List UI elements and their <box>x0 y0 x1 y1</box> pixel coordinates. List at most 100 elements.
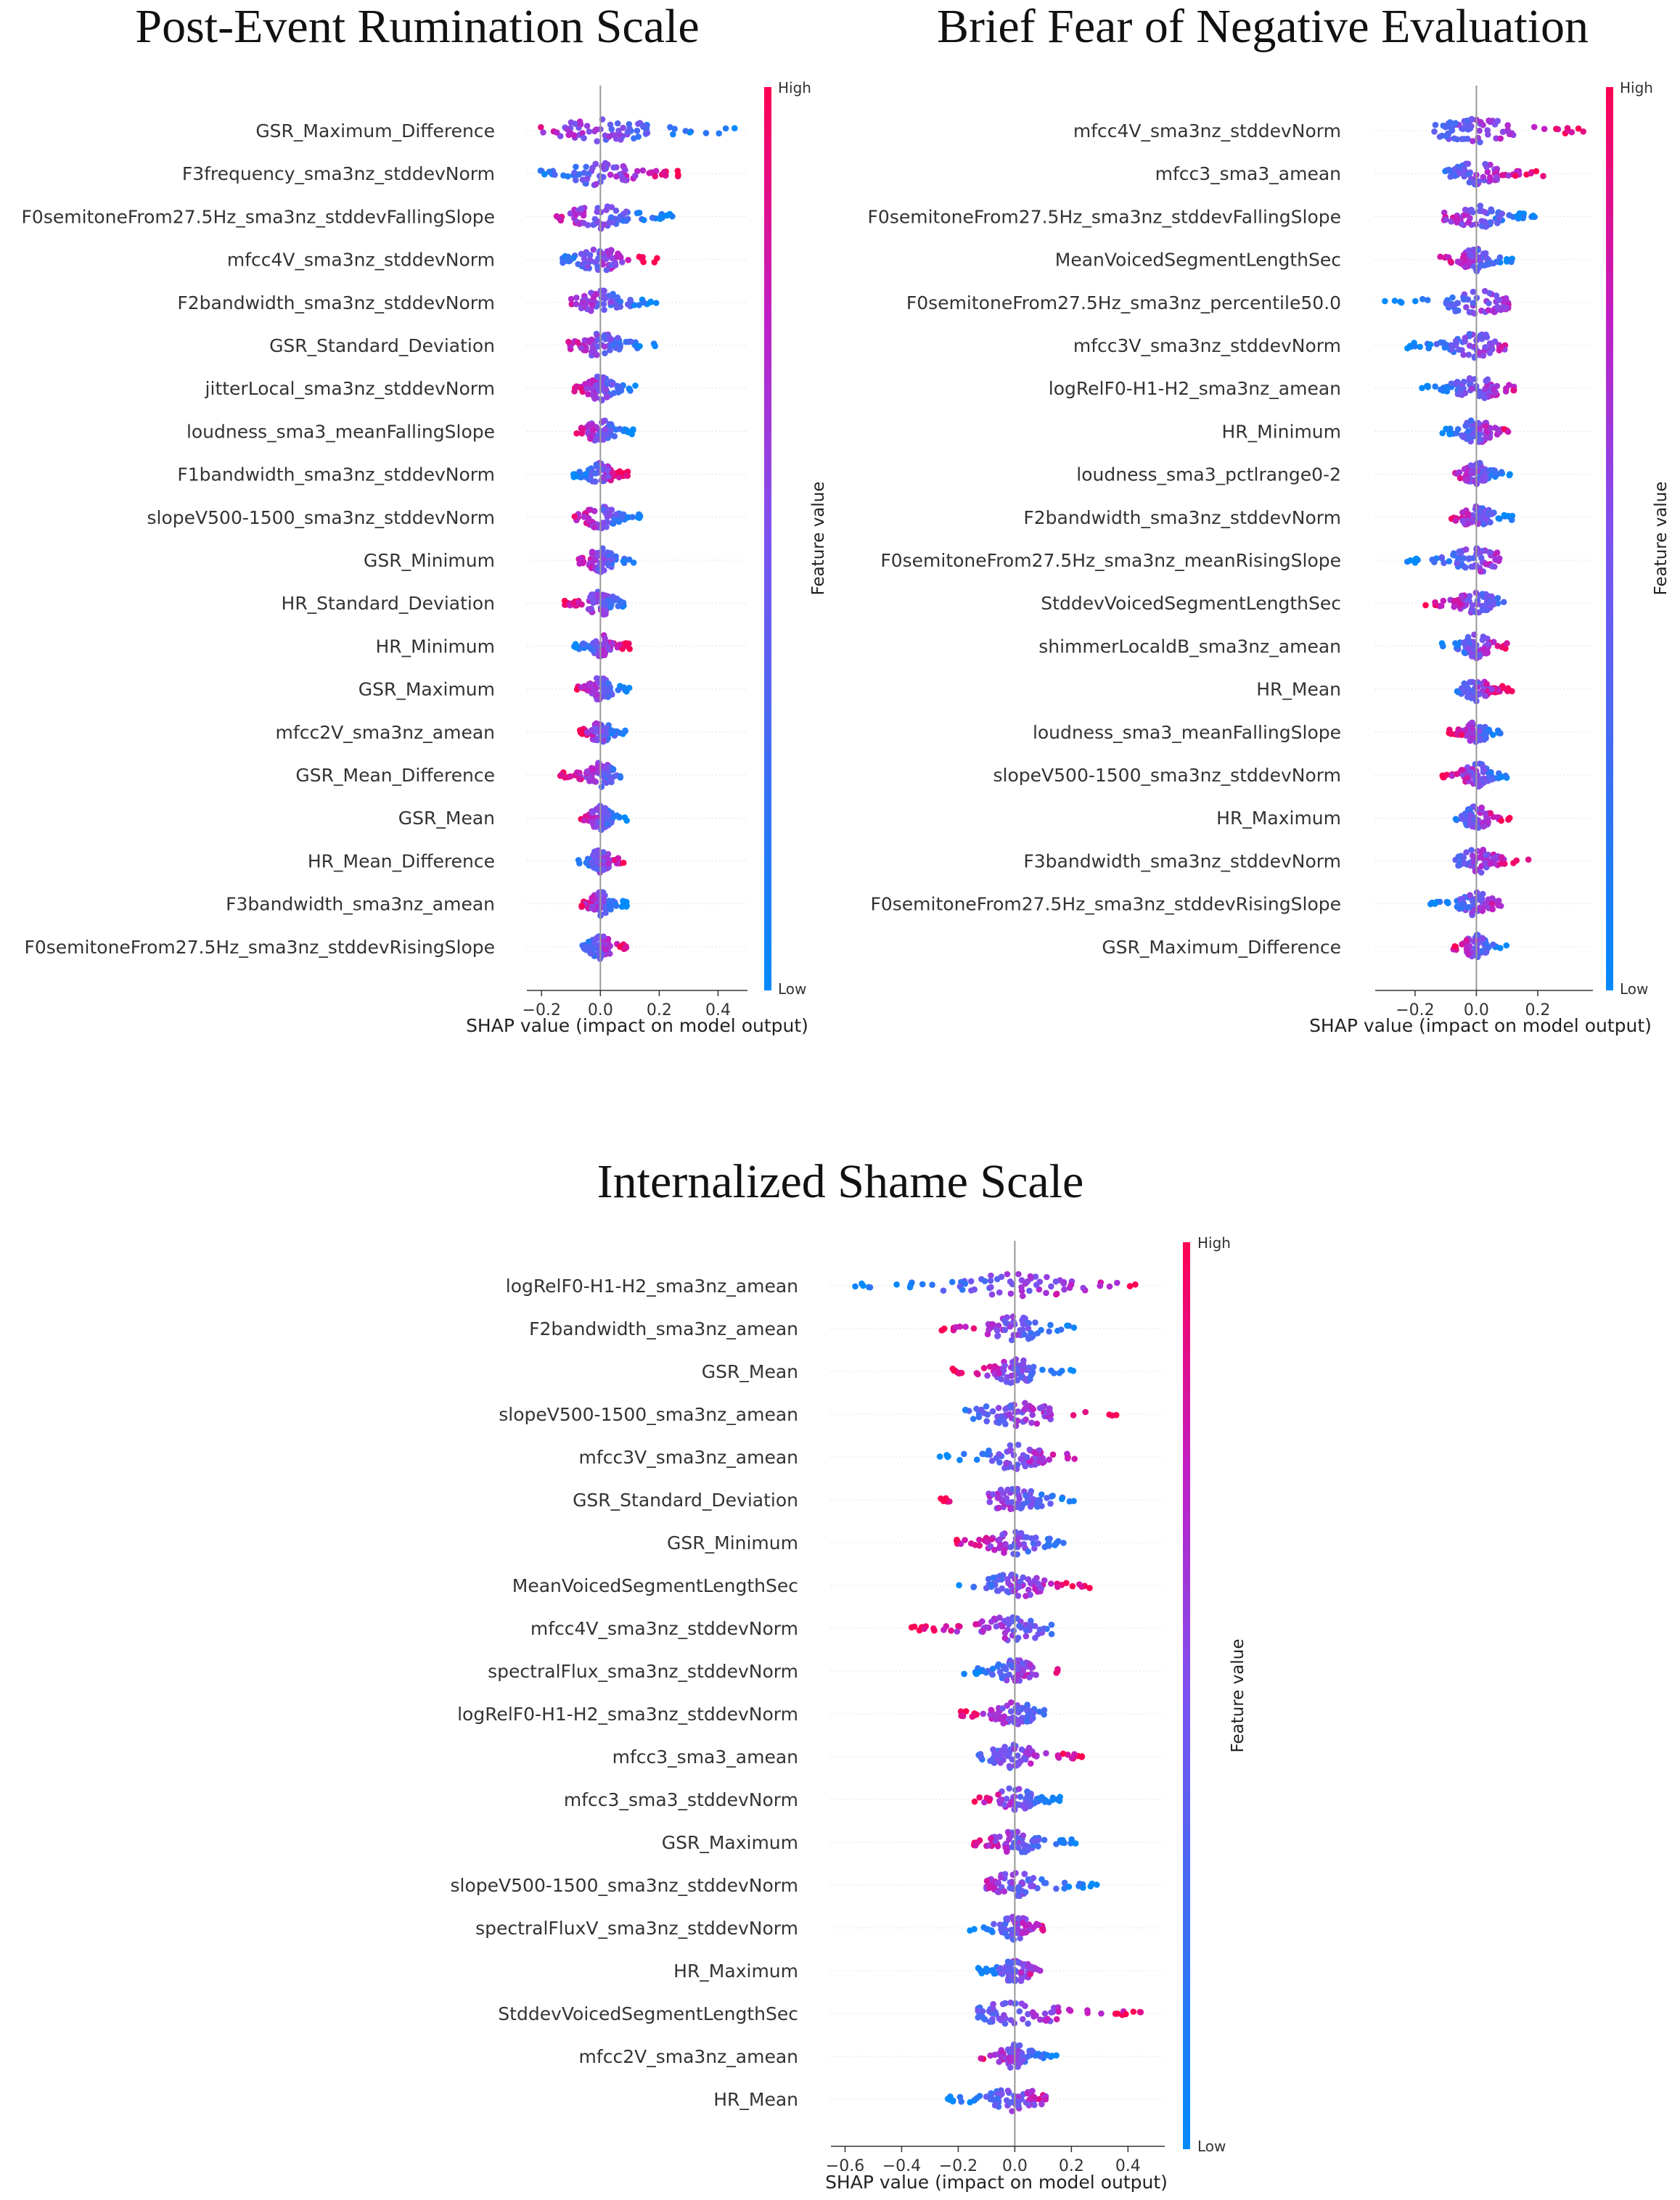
shap-point <box>583 768 591 775</box>
feature-label: HR_Maximum <box>673 1961 798 1982</box>
shap-point <box>1479 591 1486 597</box>
shap-point <box>1446 166 1452 173</box>
shap-point <box>983 1403 990 1410</box>
shap-point <box>661 168 668 176</box>
shap-point <box>567 773 574 780</box>
shap-point <box>1015 1926 1021 1933</box>
shap-point <box>994 1889 1001 1895</box>
shap-point <box>596 889 602 896</box>
shap-point <box>1465 555 1472 562</box>
shap-point <box>1003 1677 1010 1683</box>
x-tick-label: 0.2 <box>647 1001 672 1019</box>
shap-point <box>1024 1718 1030 1725</box>
shap-point <box>609 380 615 387</box>
shap-point <box>1495 515 1502 522</box>
shap-point <box>1082 1408 1089 1416</box>
shap-point <box>1025 2101 1032 2108</box>
shap-point <box>1015 1884 1023 1890</box>
shap-point <box>1459 814 1466 821</box>
shap-point <box>1026 1674 1033 1680</box>
shap-point <box>1474 684 1481 691</box>
shap-point <box>1071 1456 1078 1462</box>
shap-point <box>1014 1461 1021 1468</box>
shap-point <box>1060 1278 1068 1286</box>
shap-point <box>1488 686 1496 693</box>
shap-point <box>560 172 567 179</box>
shap-point <box>590 246 597 253</box>
shap-point <box>1006 1762 1013 1770</box>
shap-point <box>1015 1759 1022 1766</box>
shap-point <box>1486 549 1493 556</box>
shap-point <box>589 944 596 951</box>
shap-point <box>996 2059 1003 2065</box>
shap-point <box>1437 386 1444 393</box>
shap-point <box>986 1326 992 1333</box>
shap-point <box>976 2093 983 2099</box>
shap-point <box>1000 1417 1007 1424</box>
shap-point <box>981 1278 988 1284</box>
shap-point <box>540 129 546 136</box>
shap-point <box>617 774 624 781</box>
shap-point <box>615 603 622 609</box>
shap-point <box>1015 1671 1021 1678</box>
shap-point <box>597 173 603 179</box>
shap-point <box>1023 1593 1029 1599</box>
shap-point <box>1020 2016 1026 2023</box>
shap-point <box>1033 1534 1039 1541</box>
feature-label: F2bandwidth_sma3nz_amean <box>529 1318 798 1339</box>
shap-point <box>1053 1291 1060 1298</box>
shap-point <box>602 947 610 953</box>
shap-point <box>1041 1836 1048 1844</box>
shap-point <box>1464 118 1470 124</box>
shap-point <box>1018 2000 1025 2007</box>
shap-point <box>1049 1493 1056 1499</box>
shap-point <box>1003 1460 1009 1467</box>
shap-point <box>602 509 609 517</box>
shap-point <box>589 427 597 434</box>
shap-point <box>1466 375 1473 382</box>
shap-point <box>971 1798 978 1805</box>
shap-point <box>1023 1633 1030 1640</box>
shap-point <box>973 1670 980 1678</box>
shap-point <box>1477 507 1483 514</box>
shap-point <box>998 1796 1005 1803</box>
points-layer <box>831 1271 1165 2114</box>
shap-point <box>636 513 644 520</box>
shap-point <box>1028 1760 1034 1767</box>
shap-point <box>1035 1501 1042 1509</box>
shap-point <box>602 426 609 432</box>
shap-point <box>998 1376 1004 1383</box>
shap-point <box>1493 174 1500 181</box>
shap-point <box>852 1283 859 1290</box>
shap-point <box>1476 208 1483 215</box>
shap-point <box>996 1834 1003 1840</box>
shap-point <box>1047 1321 1054 1329</box>
shap-point <box>606 134 612 140</box>
shap-point <box>1084 2007 1091 2014</box>
shap-point <box>1130 2008 1137 2015</box>
shap-point <box>1019 1660 1026 1667</box>
shap-point <box>1419 295 1426 303</box>
shap-point <box>1470 288 1477 295</box>
shap-point <box>1019 1367 1025 1374</box>
shap-point <box>584 687 591 694</box>
shap-point <box>991 1921 997 1927</box>
shap-point <box>1553 126 1560 132</box>
shap-point <box>1432 121 1439 128</box>
colorbar-low-label: Low <box>1197 2138 1226 2155</box>
shap-point <box>571 388 578 395</box>
shap-point <box>1447 258 1454 265</box>
shap-point <box>620 898 626 904</box>
shap-point <box>608 776 615 782</box>
shap-point <box>988 1671 996 1678</box>
shap-point <box>601 551 608 557</box>
shap-point <box>1017 1969 1025 1976</box>
shap-point <box>556 215 562 222</box>
shap-point <box>1406 342 1414 350</box>
shap-point <box>1497 135 1504 142</box>
shap-point <box>588 727 595 734</box>
feature-label: mfcc3_sma3_amean <box>612 1747 798 1768</box>
shap-point <box>600 475 607 481</box>
shap-point <box>596 696 603 703</box>
shap-point <box>973 1456 980 1463</box>
